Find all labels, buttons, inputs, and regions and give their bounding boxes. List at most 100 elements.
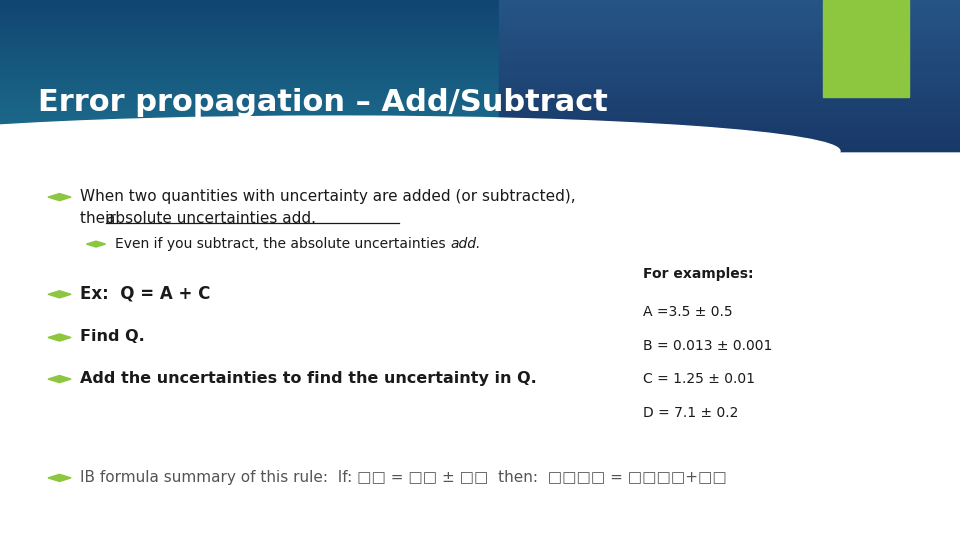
Bar (499, 121, 960, 124)
Bar (0, 136, 960, 139)
Bar (0, 28, 960, 30)
Bar (499, 109, 960, 111)
Bar (499, 12, 960, 15)
Bar (499, 58, 960, 60)
Bar (499, 124, 960, 126)
Bar (499, 23, 960, 25)
Bar (499, 73, 960, 76)
Text: their: their (80, 211, 120, 226)
Bar (499, 53, 960, 56)
Text: Find Q.: Find Q. (80, 329, 144, 345)
Bar (0, 71, 960, 73)
Bar (499, 86, 960, 88)
Bar (0, 65, 960, 68)
Bar (0, 124, 960, 126)
Bar (499, 106, 960, 109)
Bar (499, 78, 960, 80)
Bar (499, 76, 960, 78)
Bar (0, 68, 960, 71)
Bar (0, 15, 960, 18)
Bar (0, 48, 960, 50)
Bar (0, 103, 960, 106)
Bar (0, 91, 960, 93)
Bar (0, 148, 960, 151)
Bar (499, 129, 960, 131)
Text: A =3.5 ± 0.5: A =3.5 ± 0.5 (643, 305, 732, 319)
Bar (499, 131, 960, 133)
Bar (0, 40, 960, 43)
Text: Error propagation – Add/Subtract: Error propagation – Add/Subtract (38, 88, 609, 117)
Bar (499, 98, 960, 101)
Bar (0, 111, 960, 113)
Text: C = 1.25 ± 0.01: C = 1.25 ± 0.01 (643, 372, 756, 386)
Bar (499, 96, 960, 98)
Bar (499, 148, 960, 151)
Bar (0, 106, 960, 109)
Bar (0, 45, 960, 48)
Bar (0, 35, 960, 38)
Bar (0, 113, 960, 116)
Bar (499, 91, 960, 93)
Bar (499, 3, 960, 5)
Bar (0, 118, 960, 121)
Bar (0, 146, 960, 148)
Bar (499, 83, 960, 86)
Bar (0, 133, 960, 136)
Bar (499, 5, 960, 8)
Bar (499, 25, 960, 28)
Bar (499, 43, 960, 45)
Bar (0, 10, 960, 12)
Text: Add the uncertainties to find the uncertainty in Q.: Add the uncertainties to find the uncert… (80, 371, 537, 386)
Bar (499, 101, 960, 103)
Bar (0, 98, 960, 101)
Bar (499, 60, 960, 63)
Bar (499, 50, 960, 53)
Bar (0, 139, 960, 141)
Bar (499, 68, 960, 71)
Bar (499, 20, 960, 23)
Bar (499, 126, 960, 129)
Bar (0, 33, 960, 35)
Bar (0, 20, 960, 23)
Text: When two quantities with uncertainty are added (or subtracted),: When two quantities with uncertainty are… (80, 189, 575, 204)
Bar (0, 0, 960, 3)
Text: For examples:: For examples: (643, 267, 754, 281)
Bar (499, 15, 960, 18)
Bar (499, 8, 960, 10)
Bar (0, 80, 960, 83)
Text: IB formula summary of this rule:  If: □□ = □□ ± □□  then:  □□□□ = □□□□+□□: IB formula summary of this rule: If: □□ … (80, 470, 727, 485)
Bar (0, 83, 960, 86)
Bar (0, 73, 960, 76)
Bar (0, 144, 960, 146)
Bar (0, 141, 960, 144)
Bar (0, 56, 960, 58)
Bar (0, 78, 960, 80)
Bar (499, 88, 960, 91)
Bar (0, 86, 960, 88)
Text: Ex:  Q = A + C: Ex: Q = A + C (80, 285, 210, 303)
Bar (0, 131, 960, 133)
Polygon shape (48, 474, 71, 482)
Bar (499, 113, 960, 116)
Bar (499, 28, 960, 30)
Bar (0, 126, 960, 129)
Bar (499, 10, 960, 12)
Bar (499, 30, 960, 33)
Polygon shape (48, 193, 71, 201)
Bar (823, 0, 909, 97)
Text: D = 7.1 ± 0.2: D = 7.1 ± 0.2 (643, 406, 738, 420)
Bar (0, 63, 960, 65)
Bar (0, 121, 960, 124)
Bar (499, 116, 960, 118)
Bar (499, 45, 960, 48)
Bar (0, 30, 960, 33)
Bar (499, 0, 960, 3)
Bar (499, 56, 960, 58)
Bar (0, 93, 960, 96)
Bar (0, 43, 960, 45)
Bar (499, 38, 960, 40)
Bar (499, 80, 960, 83)
Bar (499, 65, 960, 68)
Bar (499, 35, 960, 38)
Bar (0, 53, 960, 56)
